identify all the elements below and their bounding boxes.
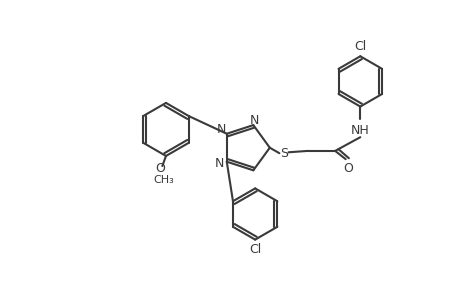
Text: NH: NH	[350, 124, 369, 137]
Text: N: N	[216, 123, 225, 136]
Text: S: S	[280, 147, 287, 160]
Text: O: O	[155, 162, 165, 175]
Text: N: N	[249, 114, 258, 127]
Text: Cl: Cl	[353, 40, 366, 53]
Text: O: O	[342, 162, 352, 175]
Text: CH₃: CH₃	[153, 175, 174, 185]
Text: N: N	[215, 158, 224, 170]
Text: Cl: Cl	[248, 243, 261, 256]
